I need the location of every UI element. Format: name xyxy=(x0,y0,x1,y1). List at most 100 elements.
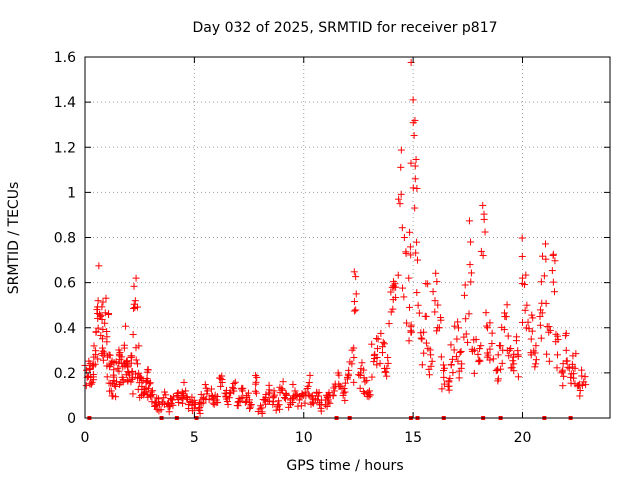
data-point xyxy=(418,361,426,369)
y-tick-label: 1.4 xyxy=(54,95,76,111)
data-point xyxy=(356,384,364,392)
data-point xyxy=(546,326,554,334)
data-point xyxy=(165,399,173,407)
data-point xyxy=(514,373,522,381)
data-point xyxy=(106,387,114,395)
data-point xyxy=(538,309,546,317)
data-point xyxy=(132,356,140,364)
data-point xyxy=(482,309,490,317)
data-point xyxy=(98,303,106,311)
data-point xyxy=(417,334,425,342)
data-point xyxy=(518,252,526,260)
data-point xyxy=(89,370,97,378)
data-point xyxy=(103,373,111,381)
data-point xyxy=(542,255,550,263)
data-point xyxy=(86,365,94,373)
x-tick-label: 10 xyxy=(295,430,313,446)
data-point xyxy=(433,278,441,286)
data-point xyxy=(135,379,143,387)
data-point xyxy=(153,405,161,413)
data-point xyxy=(251,387,259,395)
data-point xyxy=(123,360,131,368)
data-point xyxy=(407,251,415,259)
data-point xyxy=(456,349,464,357)
data-point xyxy=(350,268,358,276)
data-point xyxy=(190,396,198,404)
data-point xyxy=(460,291,468,299)
data-point xyxy=(562,346,570,354)
data-point xyxy=(112,393,120,401)
data-point xyxy=(160,401,168,409)
data-point xyxy=(406,228,414,236)
data-point xyxy=(294,402,302,410)
data-point xyxy=(361,378,369,386)
data-point xyxy=(409,184,417,192)
data-point xyxy=(389,305,397,313)
data-point xyxy=(145,380,153,388)
data-point xyxy=(409,119,417,127)
data-point xyxy=(99,344,106,352)
data-point xyxy=(178,388,186,396)
data-point xyxy=(379,338,387,346)
data-point xyxy=(108,357,116,365)
data-point xyxy=(197,390,205,398)
data-point xyxy=(411,204,419,212)
data-point xyxy=(153,394,161,402)
data-point xyxy=(537,278,545,286)
data-point xyxy=(454,324,462,332)
data-point xyxy=(274,401,282,409)
data-point xyxy=(454,357,462,365)
data-point xyxy=(131,297,139,305)
data-point xyxy=(542,299,550,307)
data-point xyxy=(315,388,323,396)
data-point xyxy=(339,389,347,397)
data-point xyxy=(529,314,537,322)
data-point xyxy=(142,378,150,386)
data-point xyxy=(130,282,138,290)
data-point xyxy=(92,347,100,355)
data-point xyxy=(270,387,278,395)
data-point xyxy=(175,399,183,407)
data-point xyxy=(409,96,417,104)
data-point xyxy=(453,335,461,343)
data-point xyxy=(352,290,360,298)
data-point xyxy=(531,363,539,371)
data-point xyxy=(438,385,446,393)
data-point xyxy=(298,390,306,398)
data-point xyxy=(258,409,266,417)
data-point xyxy=(131,304,139,312)
data-point xyxy=(405,274,413,282)
data-point xyxy=(88,378,96,386)
data-point xyxy=(532,360,540,368)
data-point xyxy=(474,350,482,358)
data-point xyxy=(97,331,105,339)
data-point xyxy=(308,392,316,400)
data-point xyxy=(373,361,381,369)
data-point xyxy=(380,340,388,348)
data-point xyxy=(91,360,99,368)
data-point xyxy=(201,381,209,389)
data-point xyxy=(486,319,494,327)
data-point xyxy=(578,366,586,374)
data-point xyxy=(275,397,283,405)
data-point xyxy=(461,281,469,289)
data-point xyxy=(524,318,532,326)
data-point xyxy=(479,201,487,209)
x-axis-label: GPS time / hours xyxy=(286,458,403,474)
data-point xyxy=(527,351,535,359)
data-point xyxy=(488,340,496,348)
data-point xyxy=(180,378,188,386)
data-point xyxy=(355,371,363,379)
data-point xyxy=(562,332,570,340)
data-point xyxy=(363,376,371,384)
data-point xyxy=(527,335,535,343)
data-point xyxy=(383,364,391,372)
data-point xyxy=(281,395,289,403)
data-point xyxy=(368,373,376,381)
data-point xyxy=(392,293,400,301)
data-point xyxy=(521,306,529,314)
data-point xyxy=(292,391,300,399)
data-point xyxy=(197,400,205,408)
y-tick-label: 0.8 xyxy=(54,231,76,247)
data-point xyxy=(324,396,332,404)
